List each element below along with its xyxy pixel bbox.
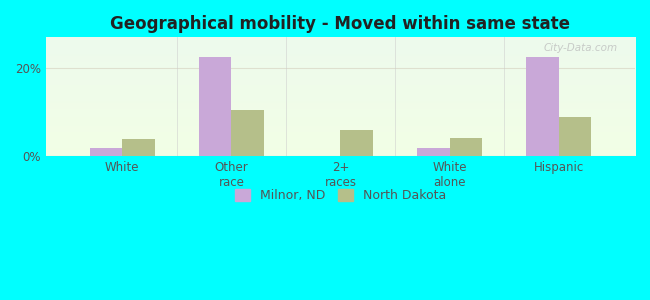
Bar	[122, 139, 155, 156]
Bar	[231, 110, 264, 156]
Bar	[558, 117, 592, 156]
Text: City-Data.com: City-Data.com	[543, 43, 618, 53]
Bar	[526, 57, 558, 156]
Title: Geographical mobility - Moved within same state: Geographical mobility - Moved within sam…	[111, 15, 571, 33]
Bar	[417, 148, 450, 156]
Bar	[90, 148, 122, 156]
Bar	[450, 138, 482, 156]
Bar	[199, 57, 231, 156]
Legend: Milnor, ND, North Dakota: Milnor, ND, North Dakota	[230, 184, 451, 207]
Bar	[341, 130, 373, 156]
